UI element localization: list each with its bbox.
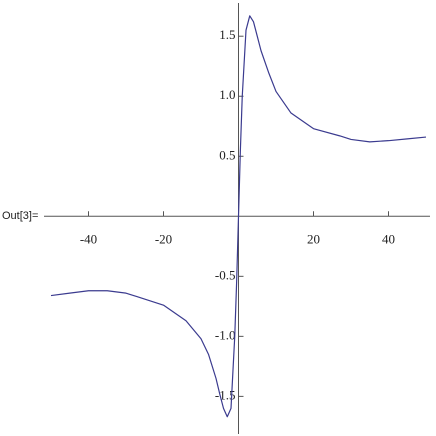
x-tick-label: -20: [155, 231, 172, 246]
prompt-label: Out[3]=: [2, 210, 38, 222]
x-tick-label: -40: [80, 231, 97, 246]
y-tick-label: -0.5: [215, 267, 236, 282]
y-tick-label: 0.5: [219, 147, 235, 162]
y-tick-label: 1.5: [219, 27, 235, 42]
x-tick-label: 40: [382, 231, 395, 246]
x-tick-label: 20: [307, 231, 320, 246]
line: [50, 15, 427, 418]
y-tick-label: 1.0: [219, 87, 235, 102]
y-tick-label: -1.0: [215, 327, 236, 342]
y-tick-label: -1.5: [215, 387, 236, 402]
